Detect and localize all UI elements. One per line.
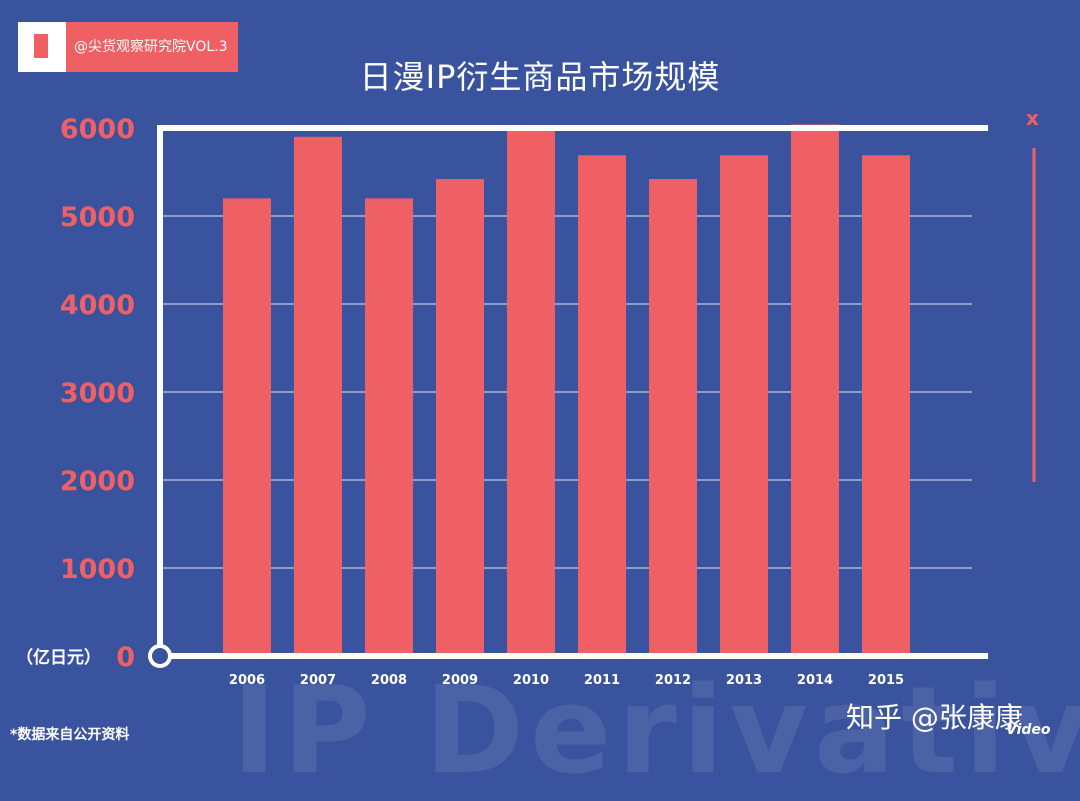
x-tick-2014: 2014 [797,673,833,688]
axes [148,125,988,668]
y-tick-6: 6000 [60,114,135,145]
source-footnote: *数据来自公开资料 [10,727,130,743]
x-tick-2007: 2007 [300,673,336,688]
x-tick-2011: 2011 [584,673,620,688]
bar-2015 [862,155,910,656]
badge-bar-icon [34,34,48,58]
side-x-marker: x [1026,106,1039,130]
y-tick-2: 2000 [60,466,135,497]
bar-2013 [720,155,768,656]
bar-2014 [791,124,839,657]
x-tick-2012: 2012 [655,673,691,688]
badge-label: @尖货观察研究院VOL.3 [66,22,238,72]
bar-2009 [436,179,484,657]
bar-2011 [578,155,626,656]
x-tick-2009: 2009 [442,673,478,688]
y-tick-5: 5000 [60,202,135,233]
x-tick-2010: 2010 [513,673,549,688]
bar-2012 [649,179,697,657]
y-tick-0: 0 [116,642,135,673]
y-tick-3: 3000 [60,378,135,409]
x-tick-2006: 2006 [229,673,265,688]
x-tick-labels: 2006 2007 2008 2009 2010 2011 2012 2013 2014 2015 [229,673,904,688]
bar-2008 [365,198,413,656]
grid-lines [160,215,972,569]
y-tick-4: 4000 [60,290,135,321]
bar-2010 [507,130,555,656]
unit-label: （亿日元） [16,647,101,668]
y-tick-1: 1000 [60,554,135,585]
y-tick-labels: 0 1000 2000 3000 4000 5000 6000 [60,114,135,673]
video-tag: Video [1006,722,1051,738]
chart-title: 日漫IP衍生商品市场规模 [359,58,721,96]
badge-icon-box [18,22,66,72]
origin-circle [148,644,172,668]
bar-2006 [223,198,271,656]
zhihu-credit: 知乎 @张康康 [846,701,1023,734]
x-tick-2015: 2015 [868,673,904,688]
x-tick-2008: 2008 [371,673,407,688]
bar-2007 [294,136,342,657]
bars [223,124,910,657]
x-tick-2013: 2013 [726,673,762,688]
